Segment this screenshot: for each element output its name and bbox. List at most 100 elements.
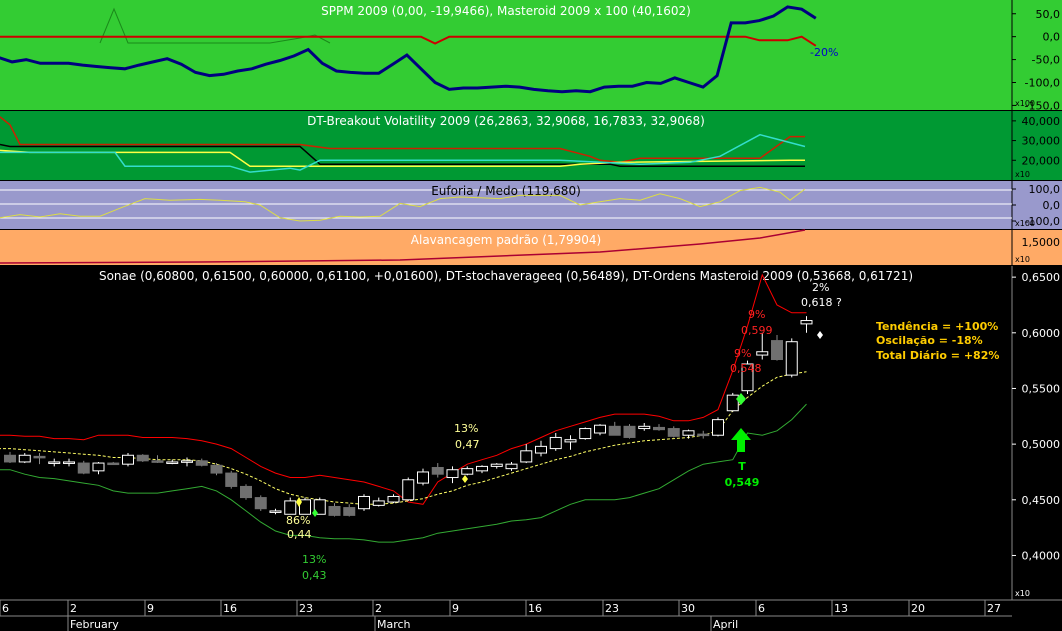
annotation-044: 0,44 (287, 528, 312, 541)
sppm-tick-label: -100,0 (1025, 77, 1060, 90)
candle (402, 477, 415, 501)
breakout-tick-label: 20,000 (1022, 154, 1061, 167)
sppm-panel-bg (0, 0, 1012, 110)
x-tick-label: 23 (299, 602, 313, 615)
month-february: February (70, 618, 119, 631)
lower-order-band (0, 403, 807, 543)
x-tick-label: 9 (147, 602, 154, 615)
x-tick-label: 23 (605, 602, 619, 615)
main-tick-label: 0,4500 (1022, 494, 1061, 507)
main-tick-label: 0,5500 (1022, 382, 1061, 395)
candle (77, 460, 90, 475)
x-tick-label: 16 (528, 602, 542, 615)
sppm-annotation: -20% (810, 46, 838, 59)
candle (122, 453, 134, 467)
month-march: March (377, 618, 411, 631)
alavancagem-tick: 1,5000 (1022, 236, 1061, 249)
main-axis-ticks: 0,6500 0,6000 0,5500 0,5000 0,4500 0,4000 (1012, 271, 1060, 562)
breakout-tick-label: 40,000 (1022, 115, 1061, 128)
sppm-signal-line (99, 7, 331, 44)
candle (785, 338, 798, 378)
candle (210, 463, 223, 476)
euforia-axis-bg (1012, 181, 1062, 229)
annotation-86pct: 86% (286, 514, 310, 527)
main-tick-label: 0,5000 (1022, 438, 1061, 451)
candle (564, 435, 577, 450)
candle (166, 459, 179, 465)
annotation-9pct-a: 9% (748, 308, 765, 321)
sppm-tick-label: -50,0 (1032, 54, 1060, 67)
x-tick-label: 20 (911, 602, 925, 615)
annotation-0548: 0,548 (730, 362, 762, 375)
candle (151, 455, 164, 464)
alavancagem-scale-label: x10 (1015, 255, 1030, 264)
alavancagem-panel-bg (0, 230, 1012, 265)
info-tendencia: Tendência = +100% (876, 320, 998, 333)
candle (343, 504, 356, 517)
breakout-upper-line (0, 116, 805, 164)
sppm-line (0, 5, 817, 94)
buy-marker-diamond (736, 393, 746, 405)
candle (48, 458, 61, 467)
candle (461, 466, 474, 476)
annotation-043: 0,43 (302, 569, 327, 582)
buy-arrow-icon (731, 428, 751, 452)
info-total-diario: Total Diário = +82% (876, 349, 999, 362)
candle (535, 440, 547, 457)
month-april: April (713, 618, 738, 631)
x-axis-ticks: 6 2 9 16 23 2 9 16 23 30 6 13 20 27 (0, 600, 1001, 616)
candle (490, 463, 503, 469)
annotation-2pct: 2% (812, 281, 829, 294)
candle (653, 424, 665, 431)
x-tick-label: 6 (2, 602, 9, 615)
x-tick-label: 2 (70, 602, 77, 615)
euforia-tick-label: 0,0 (1043, 199, 1061, 212)
candle (476, 465, 488, 474)
candle (18, 453, 31, 464)
breakout-base-line (0, 143, 805, 167)
main-tick-label: 0,6000 (1022, 327, 1061, 340)
breakout-axis-ticks: 40,000 30,000 20,000 (1012, 115, 1060, 167)
candle (269, 508, 282, 515)
alavancagem-line (0, 229, 806, 264)
main-tick-label: 0,6500 (1022, 271, 1061, 284)
sppm-title: SPPM 2009 (0,00, -19,9466), Masteroid 20… (321, 4, 691, 18)
main-axis-bg (1012, 266, 1062, 600)
x-tick-label: 6 (758, 602, 765, 615)
euforia-title: Euforia / Medo (119,680) (431, 184, 581, 198)
candle (697, 430, 710, 439)
info-oscilacao: Oscilação = -18% (876, 334, 983, 347)
breakout-scale-label: x10 (1015, 170, 1030, 179)
candle (682, 429, 695, 439)
candle (372, 497, 385, 507)
breakout-cyan-line (0, 133, 806, 173)
euforia-axis-ticks: 100,0 0,0 -100,0 (1012, 183, 1060, 228)
candle (431, 463, 444, 478)
breakout-title: DT-Breakout Volatility 2009 (26,2863, 32… (307, 114, 705, 128)
euforia-line (0, 186, 806, 222)
candle (33, 453, 46, 465)
x-tick-label: 2 (375, 602, 382, 615)
candle (225, 470, 238, 489)
candle (800, 316, 813, 333)
alavancagem-axis-bg (1012, 230, 1062, 265)
candle (313, 497, 326, 515)
candle (387, 494, 400, 504)
masteroid-line (0, 35, 817, 47)
x-tick-label: 9 (452, 602, 459, 615)
candle (726, 392, 739, 412)
sppm-tick-label: 50,0 (1036, 8, 1061, 21)
candle (771, 335, 783, 361)
euforia-tick-label: 100,0 (1029, 183, 1061, 196)
annotation-0618: 0,618 ? (801, 296, 842, 309)
annotation-9pct-b: 9% (734, 347, 751, 360)
candle (254, 495, 267, 511)
annotation-047: 0,47 (455, 438, 480, 451)
euforia-tick-label: -100,0 (1025, 215, 1060, 228)
candle (446, 466, 459, 484)
candle (328, 503, 341, 517)
candle (4, 451, 16, 464)
euforia-panel-bg (0, 181, 1012, 229)
candle (520, 444, 533, 464)
candle (638, 422, 651, 431)
